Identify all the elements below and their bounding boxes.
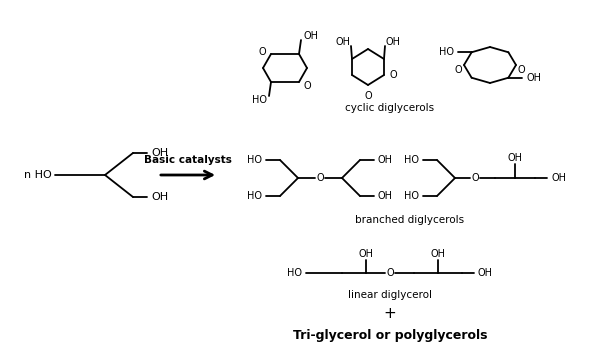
Text: OH: OH [478,268,493,278]
Text: HO: HO [252,95,267,105]
Text: O: O [518,65,526,75]
Text: OH: OH [551,173,566,183]
Text: +: + [384,305,397,320]
Text: HO: HO [247,191,262,201]
Text: O: O [386,268,394,278]
Text: OH: OH [508,153,523,163]
Text: O: O [258,47,266,57]
Text: Tri-glycerol or polyglycerols: Tri-glycerol or polyglycerols [293,330,488,343]
Text: O: O [471,173,479,183]
Text: HO: HO [404,155,419,165]
Text: branched diglycerols: branched diglycerols [356,215,465,225]
Text: HO: HO [287,268,302,278]
Text: OH: OH [335,37,350,47]
Text: OH: OH [303,31,318,41]
Text: cyclic diglycerols: cyclic diglycerols [346,103,435,113]
Text: HO: HO [404,191,419,201]
Text: O: O [316,173,324,183]
Text: OH: OH [378,155,393,165]
Text: linear diglycerol: linear diglycerol [348,290,432,300]
Text: Basic catalysts: Basic catalysts [144,155,232,165]
Text: O: O [454,65,462,75]
Text: n HO: n HO [24,170,52,180]
Text: O: O [304,81,312,91]
Text: OH: OH [151,192,168,202]
Text: OH: OH [526,73,542,83]
Text: OH: OH [151,148,168,158]
Text: OH: OH [359,249,373,259]
Text: OH: OH [386,37,401,47]
Text: HO: HO [247,155,262,165]
Text: O: O [364,91,372,101]
Text: O: O [390,70,398,80]
Text: OH: OH [430,249,446,259]
Text: HO: HO [438,47,454,57]
Text: OH: OH [378,191,393,201]
